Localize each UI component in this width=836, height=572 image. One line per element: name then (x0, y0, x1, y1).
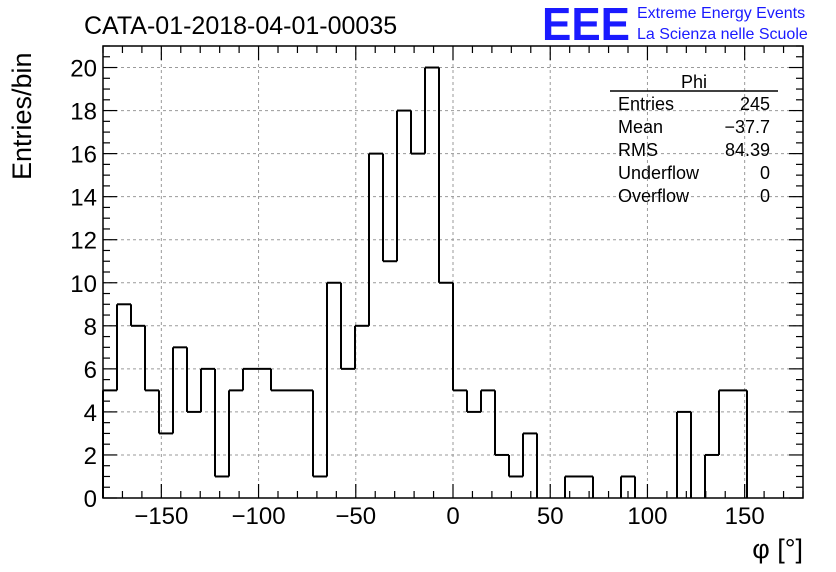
y-tick-label: 18 (70, 99, 97, 126)
x-tick-label: 150 (725, 503, 765, 530)
logo-mark: EEE (542, 0, 630, 50)
y-tick-label: 6 (84, 357, 97, 384)
y-tick-label: 12 (70, 228, 97, 255)
stats-row-label: Underflow (618, 163, 700, 183)
y-tick-label: 20 (70, 56, 97, 83)
x-tick-label: 0 (446, 503, 459, 530)
y-tick-label: 14 (70, 185, 97, 212)
y-tick-label: 8 (84, 314, 97, 341)
logo-line-2: La Scienza nelle Scuole (637, 26, 808, 43)
stats-box: Phi Entries 245 Mean −37.7 RMS 84.39 Underflow… (610, 72, 778, 206)
chart-title: CATA-01-2018-04-01-00035 (84, 12, 397, 40)
y-tick-labels: 0 2 4 6 8 10 12 14 16 18 20 (70, 56, 97, 513)
y-axis-title: Entries/bin (7, 52, 37, 180)
histogram-bars (102, 66, 748, 498)
stats-row-label: Overflow (618, 186, 690, 206)
x-tick-label: 100 (627, 503, 667, 530)
stats-row-value: 0 (760, 186, 770, 206)
stats-title: Phi (681, 72, 707, 92)
x-tick-labels: −150 −100 −50 0 50 100 150 (134, 503, 764, 530)
x-axis-title: φ [°] (752, 534, 803, 564)
stats-row-label: RMS (618, 140, 658, 160)
stats-row-value: 84.39 (725, 140, 770, 160)
stats-row-value: −37.7 (724, 117, 770, 137)
stats-rows: Entries 245 Mean −37.7 RMS 84.39 Underflow 0 Ove… (618, 94, 770, 206)
y-tick-label: 4 (84, 400, 97, 427)
axis-ticks (102, 45, 804, 499)
logo-line-1: Extreme Energy Events (637, 5, 805, 22)
y-tick-label: 2 (84, 443, 97, 470)
eee-logo: EEE Extreme Energy Events La Scienza nel… (542, 0, 808, 50)
stats-row-value: 245 (740, 94, 770, 114)
x-tick-label: −150 (134, 503, 188, 530)
grid (103, 46, 803, 498)
x-tick-label: −50 (335, 503, 376, 530)
stats-row-label: Entries (618, 94, 674, 114)
x-tick-label: 50 (537, 503, 564, 530)
y-tick-label: 0 (84, 486, 97, 513)
y-tick-label: 16 (70, 142, 97, 169)
x-tick-label: −100 (232, 503, 286, 530)
stats-row-label: Mean (618, 117, 663, 137)
stats-row-value: 0 (760, 163, 770, 183)
y-tick-label: 10 (70, 271, 97, 298)
